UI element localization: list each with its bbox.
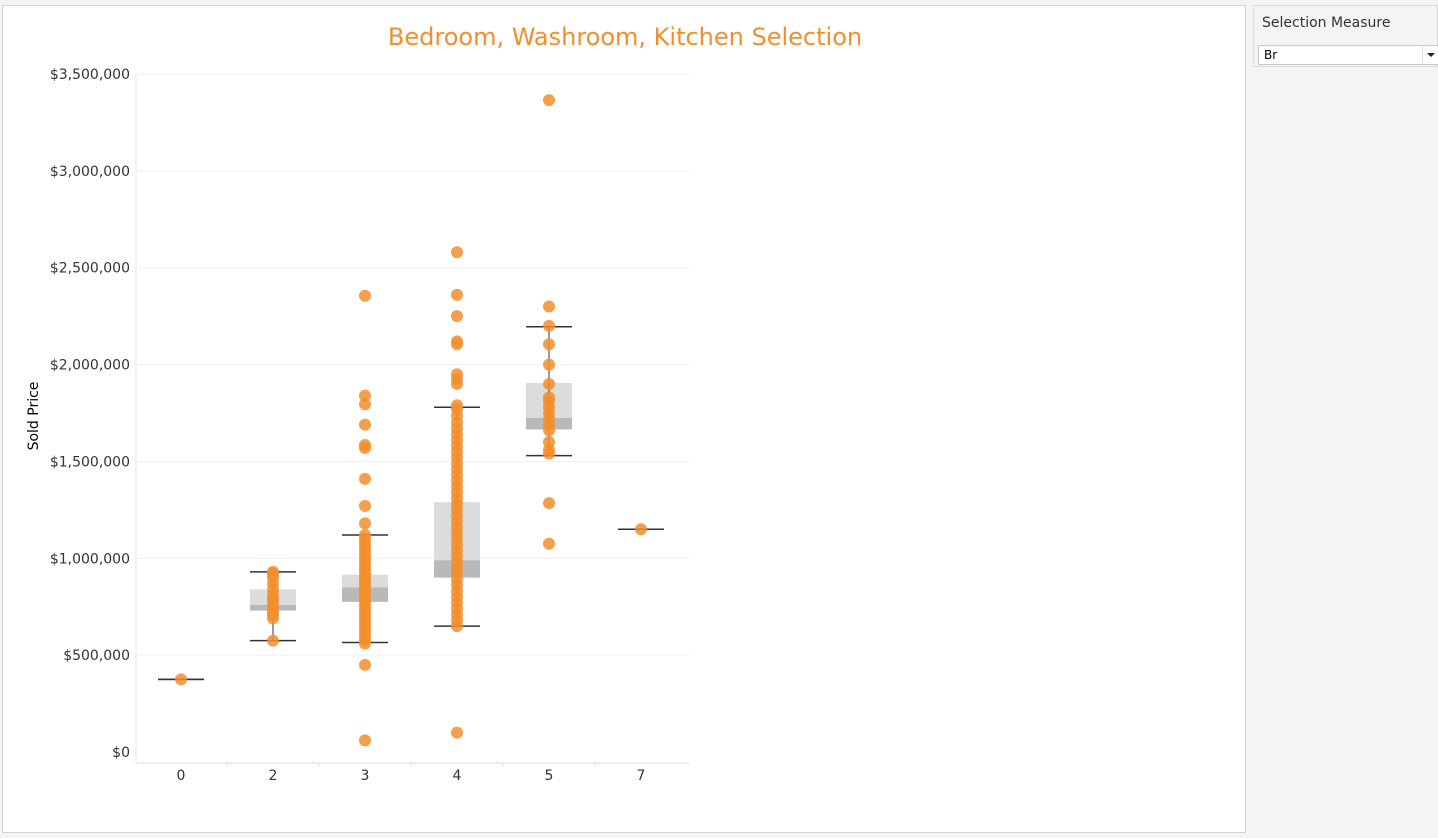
data-point bbox=[451, 310, 463, 323]
data-point bbox=[267, 565, 279, 578]
data-point bbox=[359, 289, 371, 302]
data-point bbox=[543, 94, 555, 107]
data-point bbox=[359, 398, 371, 411]
data-point bbox=[543, 497, 555, 510]
data-point bbox=[451, 368, 463, 381]
data-point bbox=[359, 658, 371, 671]
y-tick-label: $500,000 bbox=[63, 648, 130, 664]
y-axis-title: Sold Price bbox=[26, 382, 42, 451]
parameter-title: Selection Measure bbox=[1262, 15, 1391, 31]
y-tick-label: $1,500,000 bbox=[50, 454, 130, 470]
x-tick-label: 7 bbox=[637, 768, 646, 784]
y-tick-label: $1,000,000 bbox=[50, 551, 130, 567]
y-tick-label: $0 bbox=[112, 745, 130, 761]
data-point bbox=[543, 537, 555, 550]
axis-layer: $0 $500,000 $1,000,000 $1,500,000 $2,000,000… bbox=[26, 67, 689, 784]
data-point bbox=[543, 358, 555, 371]
y-tick-label: $3,000,000 bbox=[50, 164, 130, 180]
data-point bbox=[451, 246, 463, 259]
data-point bbox=[359, 499, 371, 512]
data-point bbox=[267, 634, 279, 647]
x-tick-label: 3 bbox=[361, 768, 370, 784]
data-point bbox=[359, 529, 371, 542]
x-tick-label: 4 bbox=[453, 768, 462, 784]
data-point bbox=[359, 472, 371, 485]
viz-pane: Bedroom, Washroom, Kitchen Selection $0 $… bbox=[2, 5, 1246, 833]
x-tick-label: 0 bbox=[177, 768, 186, 784]
selection-measure-value: Br bbox=[1264, 48, 1278, 62]
data-point bbox=[359, 389, 371, 402]
data-point bbox=[543, 319, 555, 332]
data-point bbox=[543, 300, 555, 313]
y-tick-label: $2,500,000 bbox=[50, 261, 130, 277]
data-point bbox=[543, 338, 555, 351]
data-point bbox=[543, 391, 555, 404]
data-point bbox=[543, 436, 555, 449]
data-point bbox=[359, 734, 371, 747]
dropdown-arrow-icon[interactable] bbox=[1422, 46, 1438, 64]
x-tick-label: 2 bbox=[269, 768, 278, 784]
data-point bbox=[451, 288, 463, 301]
y-tick-label: $3,500,000 bbox=[50, 67, 130, 83]
data-point bbox=[635, 523, 647, 536]
box-layer bbox=[158, 326, 664, 681]
x-tick-label: 5 bbox=[545, 768, 554, 784]
data-point bbox=[451, 726, 463, 739]
parameter-panel: Selection Measure Br bbox=[1253, 5, 1438, 67]
data-point bbox=[451, 335, 463, 348]
data-point bbox=[359, 517, 371, 530]
data-point bbox=[451, 399, 463, 412]
point-layer bbox=[175, 94, 647, 747]
data-point bbox=[359, 438, 371, 451]
data-point bbox=[543, 377, 555, 390]
y-tick-label: $2,000,000 bbox=[50, 358, 130, 374]
selection-measure-dropdown[interactable]: Br bbox=[1258, 45, 1438, 65]
chart-title: Bedroom, Washroom, Kitchen Selection bbox=[387, 23, 863, 51]
box-plot-chart: $0 $500,000 $1,000,000 $1,500,000 $2,000,000… bbox=[26, 67, 689, 784]
data-point bbox=[175, 673, 187, 686]
data-point bbox=[359, 418, 371, 431]
grid-layer bbox=[136, 73, 689, 656]
